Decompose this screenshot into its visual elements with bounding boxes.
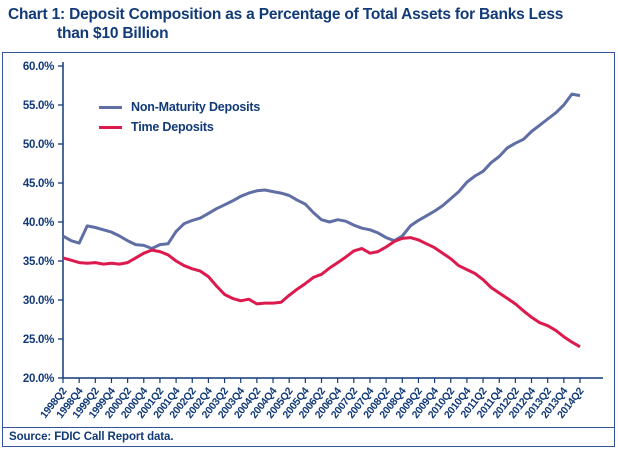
chart-title-line1: Chart 1: Deposit Composition as a Percen… [8,6,564,23]
y-tick-label: 45.0% [23,178,54,190]
legend-item-time-deposits: Time Deposits [99,117,260,137]
y-tick-label: 55.0% [23,100,54,112]
y-tick-label: 50.0% [23,139,54,151]
y-tick-label: 35.0% [23,256,54,268]
legend-label-time-deposits: Time Deposits [131,120,214,134]
chart-frame: 60.0% 55.0% 50.0% 45.0% 40.0% 35.0% 30.0% 25.0%… [2,52,615,447]
x-axis: 1998Q21998Q41999Q21999Q42000Q22000Q42001… [38,378,587,421]
y-tick-label: 60.0% [23,61,54,73]
y-tick-label: 30.0% [23,295,54,307]
time-deposits-line [62,236,581,349]
y-tick-label: 25.0% [23,334,54,346]
y-tick-label: 40.0% [23,217,54,229]
chart-legend: Non-Maturity Deposits Time Deposits [99,97,260,137]
chart-title: Chart 1: Deposit Composition as a Percen… [8,5,614,43]
legend-label-non-maturity: Non-Maturity Deposits [131,100,261,114]
chart-title-line2: than $10 Billion [57,25,169,42]
y-tick-label: 20.0% [23,373,54,385]
source-note: Source: FDIC Call Report data. [3,427,614,443]
deposit-chart-svg: 60.0% 55.0% 50.0% 45.0% 40.0% 35.0% 30.0% 25.0%… [23,61,603,421]
non-maturity-deposits-line [62,92,581,250]
non-maturity-line-swatch [99,105,122,109]
legend-item-non-maturity: Non-Maturity Deposits [99,97,260,117]
y-axis: 60.0% 55.0% 50.0% 45.0% 40.0% 35.0% 30.0% 25.0%… [23,61,63,385]
time-line-swatch [99,125,122,129]
